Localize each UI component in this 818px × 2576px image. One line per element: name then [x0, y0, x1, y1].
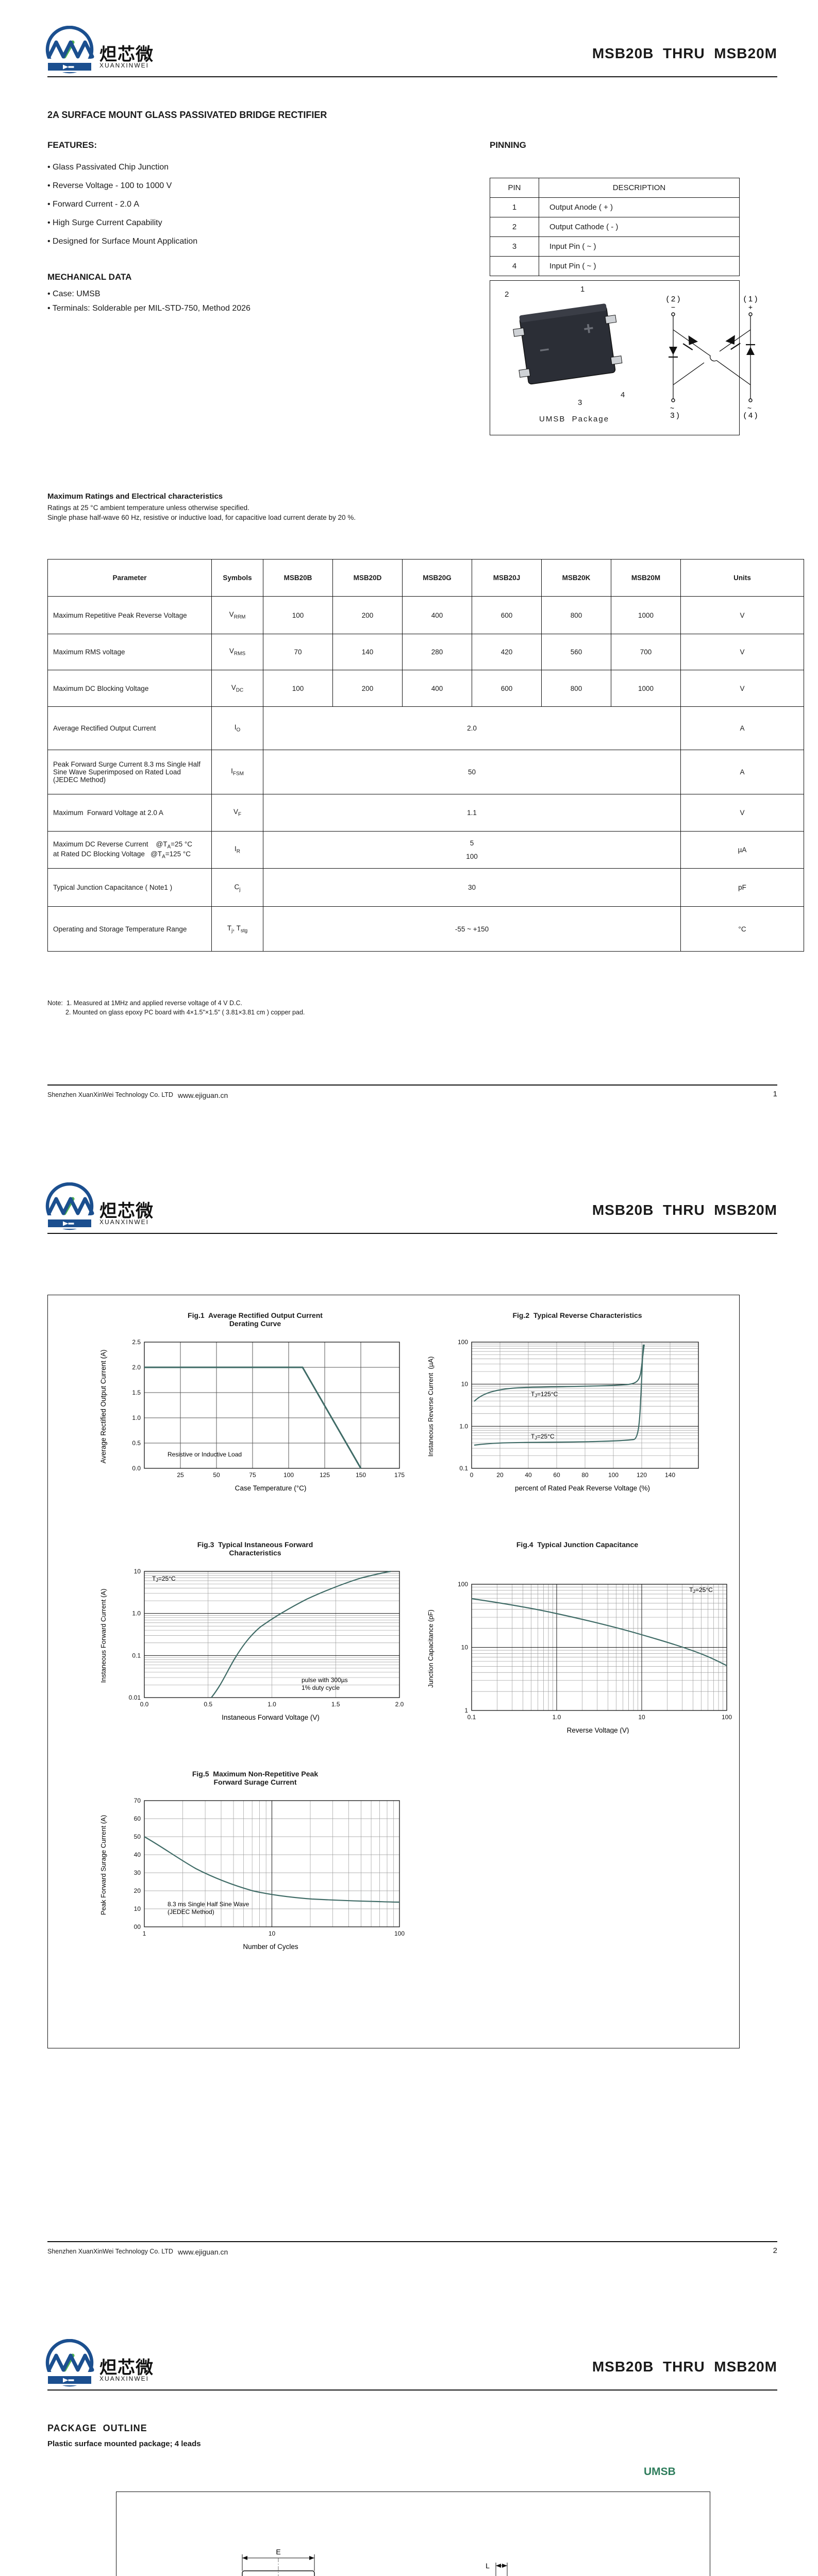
- svg-text:60: 60: [134, 1815, 141, 1822]
- svg-text:1.5: 1.5: [132, 1389, 141, 1396]
- svg-text:Instaneous Forward Current (A): Instaneous Forward Current (A): [99, 1589, 107, 1683]
- svg-text:1.0: 1.0: [268, 1701, 276, 1708]
- svg-text:1.0: 1.0: [553, 1714, 561, 1721]
- svg-text:Case Temperature (°C): Case Temperature (°C): [235, 1484, 307, 1492]
- svg-text:140: 140: [665, 1471, 675, 1479]
- svg-text:Average Rectified Output Curre: Average Rectified Output Current (A): [99, 1349, 107, 1463]
- svg-text:Resistive or Inductive Load: Resistive or Inductive Load: [168, 1451, 242, 1458]
- svg-text:100: 100: [722, 1714, 732, 1721]
- svg-text:+: +: [748, 303, 753, 311]
- svg-text:0.5: 0.5: [204, 1701, 212, 1708]
- svg-text:Instaneous Reverse Current (µ: Instaneous Reverse Current (µA): [427, 1357, 435, 1457]
- svg-text:~: ~: [747, 404, 752, 412]
- svg-text:L: L: [486, 2562, 490, 2570]
- svg-text:Number of Cycles: Number of Cycles: [243, 1943, 298, 1951]
- svg-text:10: 10: [269, 1930, 276, 1937]
- svg-text:TJ=25°C: TJ=25°C: [152, 1575, 176, 1583]
- svg-text:1.5: 1.5: [331, 1701, 340, 1708]
- svg-text:0.1: 0.1: [459, 1465, 468, 1472]
- svg-text:100: 100: [394, 1930, 405, 1937]
- svg-text:1: 1: [464, 1707, 468, 1714]
- svg-text:20: 20: [134, 1887, 141, 1894]
- svg-text:3 ): 3 ): [670, 411, 679, 420]
- svg-text:0.1: 0.1: [132, 1652, 141, 1659]
- svg-text:2.0: 2.0: [132, 1364, 141, 1371]
- svg-text:175: 175: [394, 1471, 405, 1479]
- svg-text:0.1: 0.1: [468, 1714, 476, 1721]
- svg-text:( 2 ): ( 2 ): [666, 295, 680, 303]
- svg-text:1.0: 1.0: [132, 1610, 141, 1617]
- svg-text:1% duty cycle: 1% duty cycle: [302, 1684, 340, 1691]
- svg-text:25: 25: [177, 1471, 184, 1479]
- svg-text:(JEDEC Method): (JEDEC Method): [168, 1908, 214, 1916]
- svg-text:80: 80: [581, 1471, 589, 1479]
- svg-text:TJ=25°C: TJ=25°C: [689, 1586, 713, 1594]
- svg-text:Reverse Voltage (V): Reverse Voltage (V): [567, 1726, 629, 1734]
- svg-text:( 4 ): ( 4 ): [744, 411, 758, 420]
- svg-text:125: 125: [320, 1471, 330, 1479]
- svg-text:−: −: [671, 303, 675, 311]
- svg-text:0.0: 0.0: [132, 1465, 141, 1472]
- svg-text:30: 30: [134, 1869, 141, 1876]
- svg-text:8.3 ms Single Half Sine Wave: 8.3 ms Single Half Sine Wave: [168, 1901, 249, 1908]
- svg-text:120: 120: [637, 1471, 647, 1479]
- svg-text:150: 150: [356, 1471, 366, 1479]
- svg-text:60: 60: [553, 1471, 560, 1479]
- svg-text:40: 40: [525, 1471, 532, 1479]
- svg-text:100: 100: [458, 1581, 468, 1588]
- svg-text:10: 10: [461, 1381, 469, 1388]
- svg-text:40: 40: [134, 1851, 141, 1858]
- svg-text:1.0: 1.0: [459, 1422, 468, 1430]
- svg-text:10: 10: [134, 1568, 141, 1575]
- svg-text:70: 70: [134, 1797, 141, 1804]
- svg-text:50: 50: [213, 1471, 220, 1479]
- svg-text:2.0: 2.0: [395, 1701, 404, 1708]
- svg-text:percent of Rated Peak Reverse: percent of Rated Peak Reverse Voltage (%…: [515, 1484, 650, 1492]
- svg-text:10: 10: [638, 1714, 645, 1721]
- svg-text:20: 20: [496, 1471, 504, 1479]
- svg-text:( 1 ): ( 1 ): [744, 295, 758, 303]
- svg-text:75: 75: [249, 1471, 256, 1479]
- svg-text:10: 10: [461, 1644, 469, 1651]
- svg-text:0.01: 0.01: [129, 1694, 141, 1701]
- svg-text:TJ=125°C: TJ=125°C: [531, 1391, 558, 1398]
- svg-text:10: 10: [134, 1905, 141, 1912]
- svg-text:00: 00: [134, 1923, 141, 1930]
- svg-text:1: 1: [143, 1930, 146, 1937]
- svg-text:E: E: [276, 2548, 280, 2556]
- svg-text:TJ=25°C: TJ=25°C: [531, 1433, 555, 1440]
- svg-text:50: 50: [134, 1833, 141, 1840]
- svg-text:2.5: 2.5: [132, 1338, 141, 1346]
- svg-text:1.0: 1.0: [132, 1414, 141, 1421]
- svg-text:Junction Capacitance (pF): Junction Capacitance (pF): [427, 1609, 435, 1688]
- svg-text:Peak Forward Surage Current (A: Peak Forward Surage Current (A): [99, 1815, 107, 1915]
- svg-text:Instaneous Forward Voltage (V): Instaneous Forward Voltage (V): [222, 1714, 320, 1721]
- svg-text:100: 100: [283, 1471, 294, 1479]
- svg-text:100: 100: [458, 1338, 468, 1346]
- svg-text:100: 100: [608, 1471, 619, 1479]
- svg-text:0.5: 0.5: [132, 1439, 141, 1447]
- svg-text:pulse with 300µs: pulse with 300µs: [302, 1676, 348, 1684]
- svg-text:0: 0: [470, 1471, 474, 1479]
- svg-text:0.0: 0.0: [140, 1701, 149, 1708]
